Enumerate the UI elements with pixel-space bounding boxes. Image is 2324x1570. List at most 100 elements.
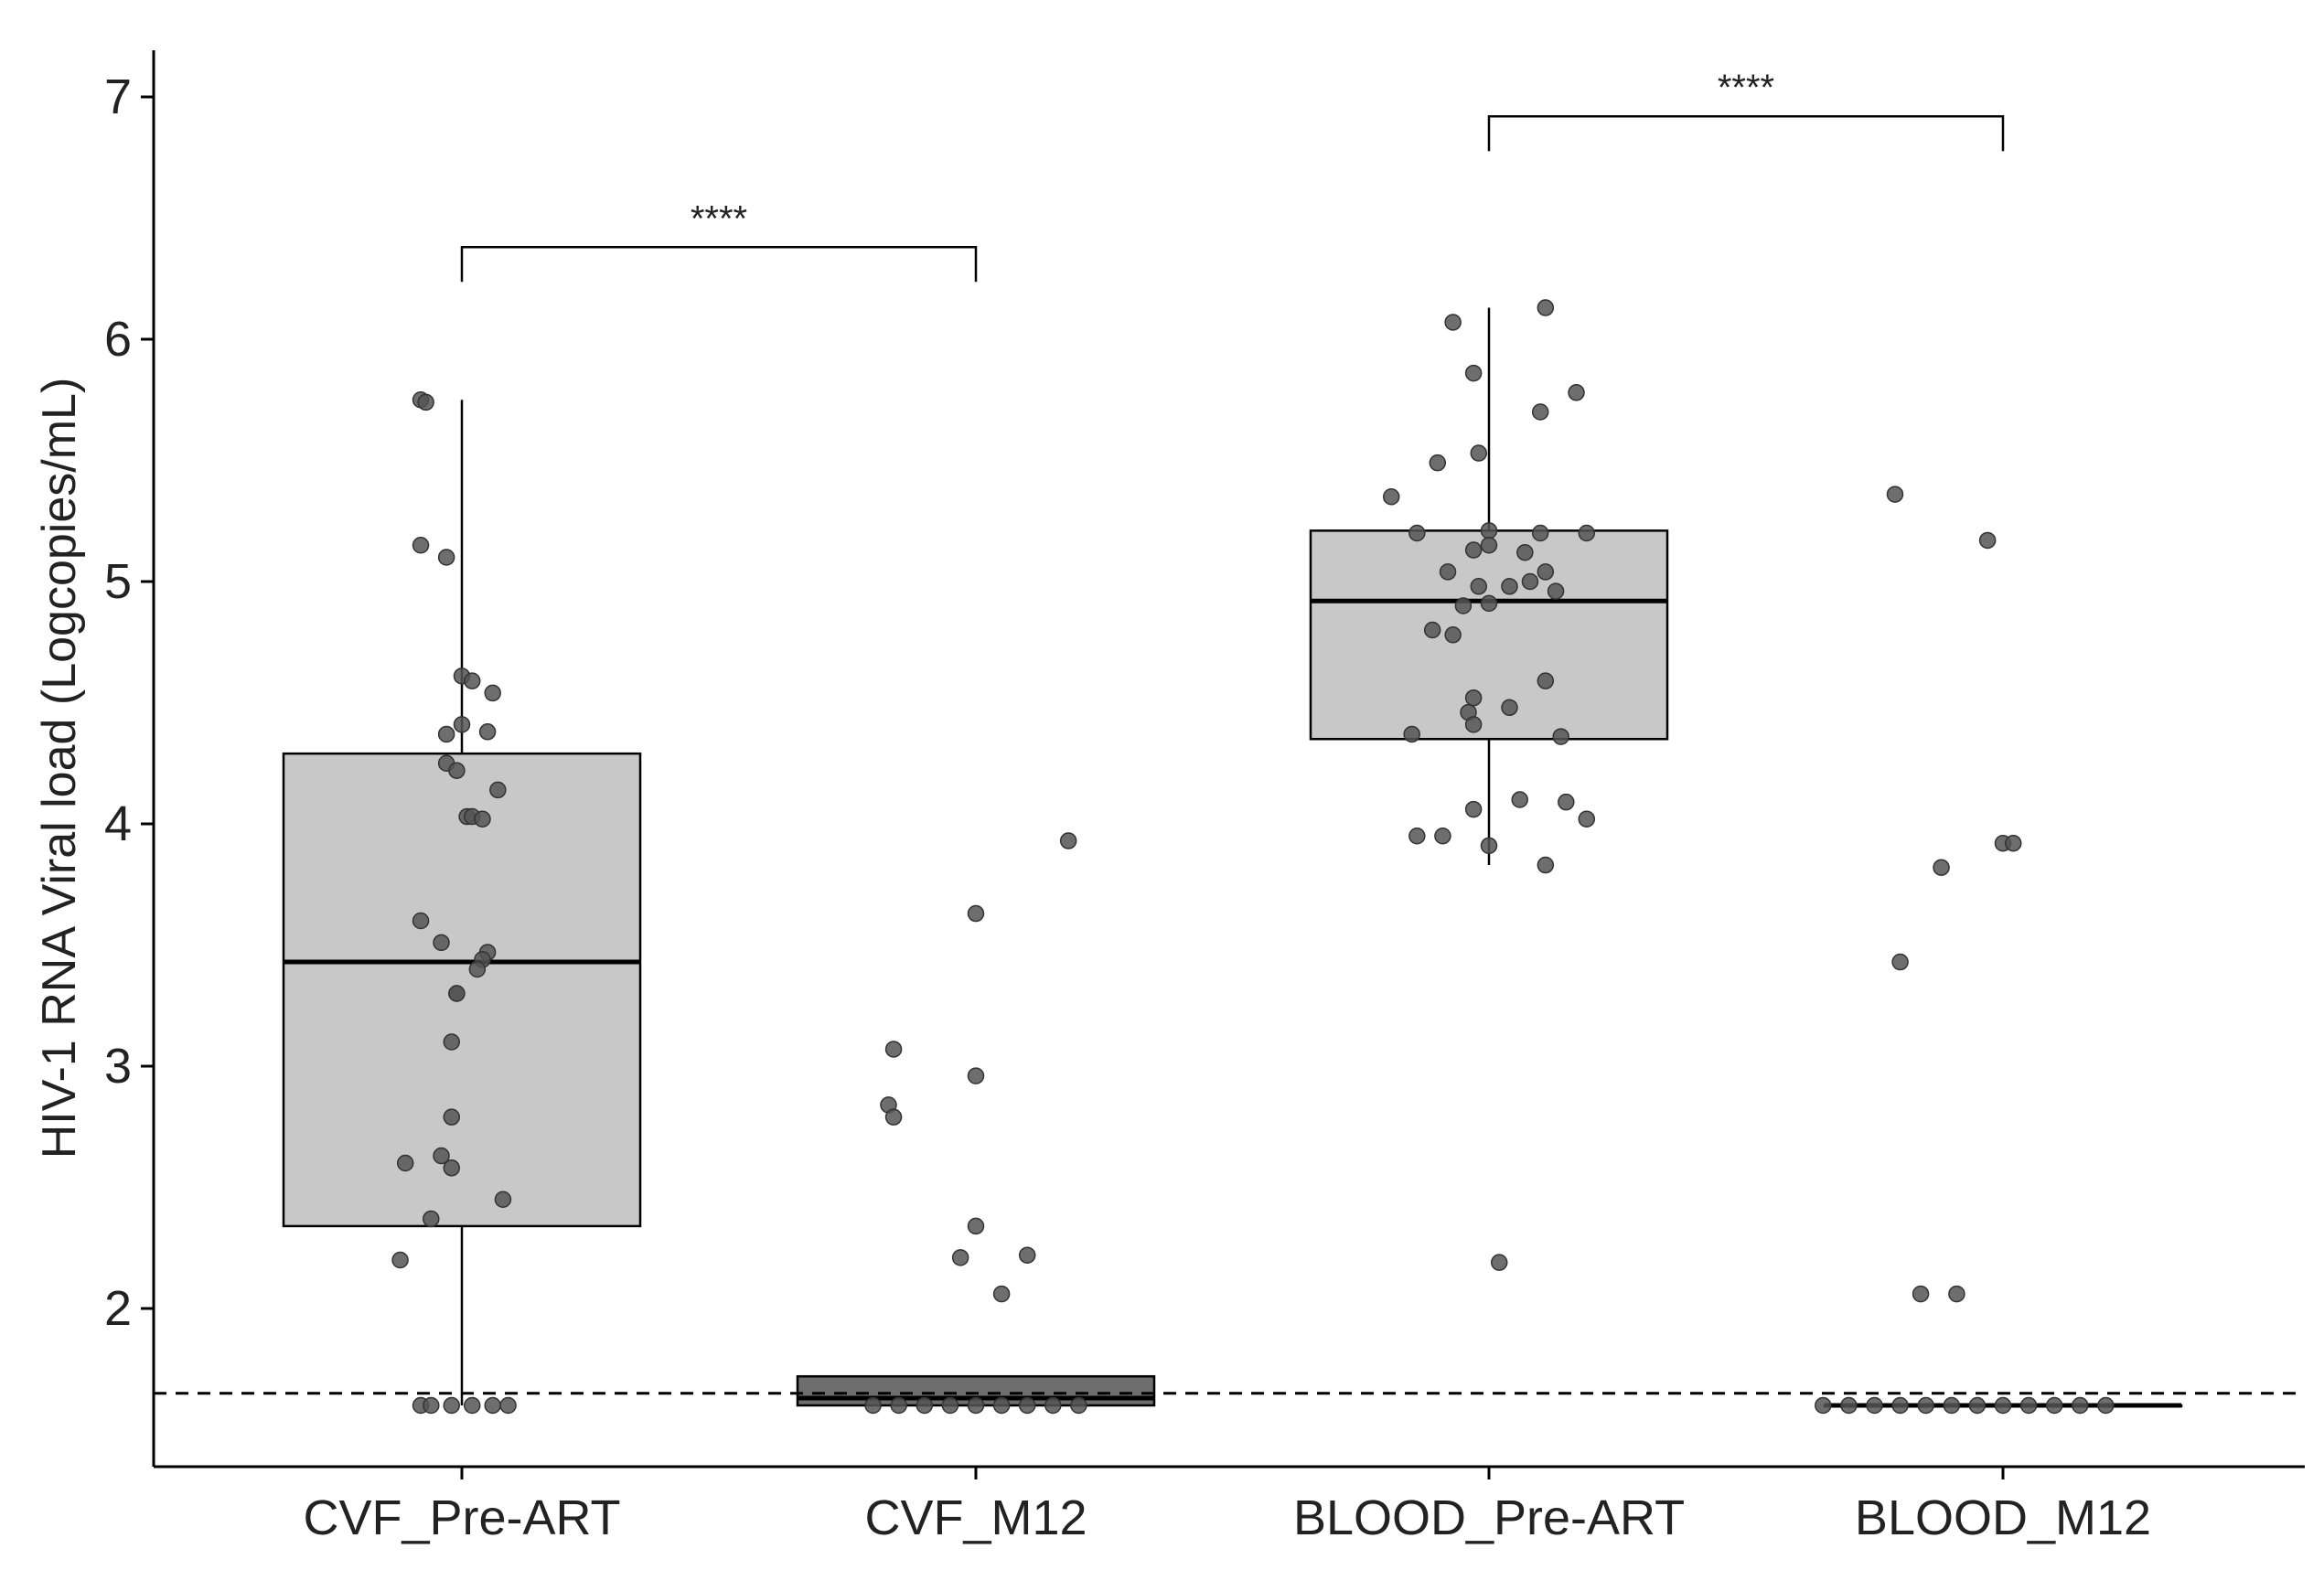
data-point [2072,1396,2089,1415]
data-point [1439,563,1457,581]
data-point [1943,1396,1961,1415]
data-point [1547,582,1565,600]
data-point [967,1067,985,1084]
x-tick-label: CVF_M12 [864,1490,1087,1545]
data-point [1840,1396,1858,1415]
data-point [1444,314,1462,331]
y-tick-label: 4 [104,796,132,851]
x-tick-label: BLOOD_Pre-ART [1293,1490,1685,1545]
data-point [2019,1396,2038,1415]
data-point [423,1210,440,1228]
data-point [463,1396,481,1415]
data-point [1531,403,1549,421]
data-point [1059,832,1077,849]
data-point [443,1108,461,1126]
data-point [443,1396,461,1415]
data-point [1516,543,1534,561]
data-point [1044,1396,1062,1415]
data-point [1429,454,1447,472]
data-point [484,684,501,702]
data-point [423,1396,440,1415]
data-point [1480,594,1498,613]
data-point [433,934,450,952]
significance-bracket [1487,114,2005,152]
data-point [433,1147,450,1165]
data-point [448,985,466,1002]
data-point [890,1396,907,1415]
points-layer [391,299,2115,1415]
box [1309,529,1669,741]
data-point [412,912,430,930]
data-point [1454,597,1473,614]
data-point [1815,1396,1832,1415]
data-point [1408,828,1426,845]
data-point [412,537,430,554]
data-point [1444,626,1462,644]
data-point [1464,716,1483,733]
data-point [1912,1285,1930,1303]
data-point [1886,486,1904,503]
data-point [478,723,497,741]
data-point [1537,563,1555,581]
data-point [2004,834,2022,852]
data-point [437,549,455,566]
data-point [1464,541,1483,559]
data-point [1018,1396,1036,1415]
data-point [1558,793,1575,811]
data-point [1578,810,1596,828]
data-point [951,1249,969,1266]
y-axis-label: HIV-1 RNA Viral load (Logcopies/mL) [33,378,86,1159]
y-tick-label: 6 [104,312,132,367]
data-point [2097,1396,2115,1415]
y-tick-label: 3 [104,1039,132,1094]
data-point [941,1396,959,1415]
data-point [499,1396,517,1415]
y-tick-label: 5 [104,554,132,609]
data-point [1464,800,1483,818]
data-point [992,1396,1011,1415]
data-point [884,1108,903,1126]
plot-layer: **** **** [154,68,2305,1408]
data-point [1933,859,1950,876]
data-point [1978,531,1997,550]
data-point [1948,1285,1965,1303]
data-point [1480,522,1498,539]
y-tick-label: 7 [104,69,132,124]
data-point [1552,728,1569,745]
data-point [489,781,507,799]
data-point [992,1285,1011,1303]
data-point [1501,699,1518,717]
axis-layer: 2 3 4 5 6 7 CVF_Pre-ART CVF_M12 BLOOD_Pre-ART BLO… [104,50,2305,1545]
data-point [1968,1396,1987,1415]
y-tick-label: 2 [104,1281,132,1336]
data-point [1434,828,1451,845]
data-point [1464,364,1483,382]
x-tick-label: BLOOD_M12 [1855,1490,2151,1545]
data-point [474,810,491,828]
data-point [1018,1246,1036,1264]
data-point [916,1396,934,1415]
data-point [864,1396,882,1415]
data-point [1501,578,1518,595]
data-point [967,904,985,923]
data-point [1403,725,1420,743]
data-point [1891,1396,1909,1415]
data-point [448,762,466,779]
data-point [2045,1396,2063,1415]
data-point [967,1217,985,1235]
data-point [1423,621,1441,639]
significance-label: **** [1718,68,1774,108]
data-point [468,960,487,978]
data-point [443,1033,461,1051]
x-tick-label: CVF_Pre-ART [303,1490,620,1545]
data-point [1866,1396,1883,1415]
data-point [1408,524,1426,542]
data-point [1568,384,1585,401]
data-point [1511,791,1528,808]
data-point [1917,1396,1934,1415]
data-point [1537,672,1555,689]
significance-bracket [460,246,978,283]
data-point [1537,299,1555,316]
data-point [484,1396,501,1415]
